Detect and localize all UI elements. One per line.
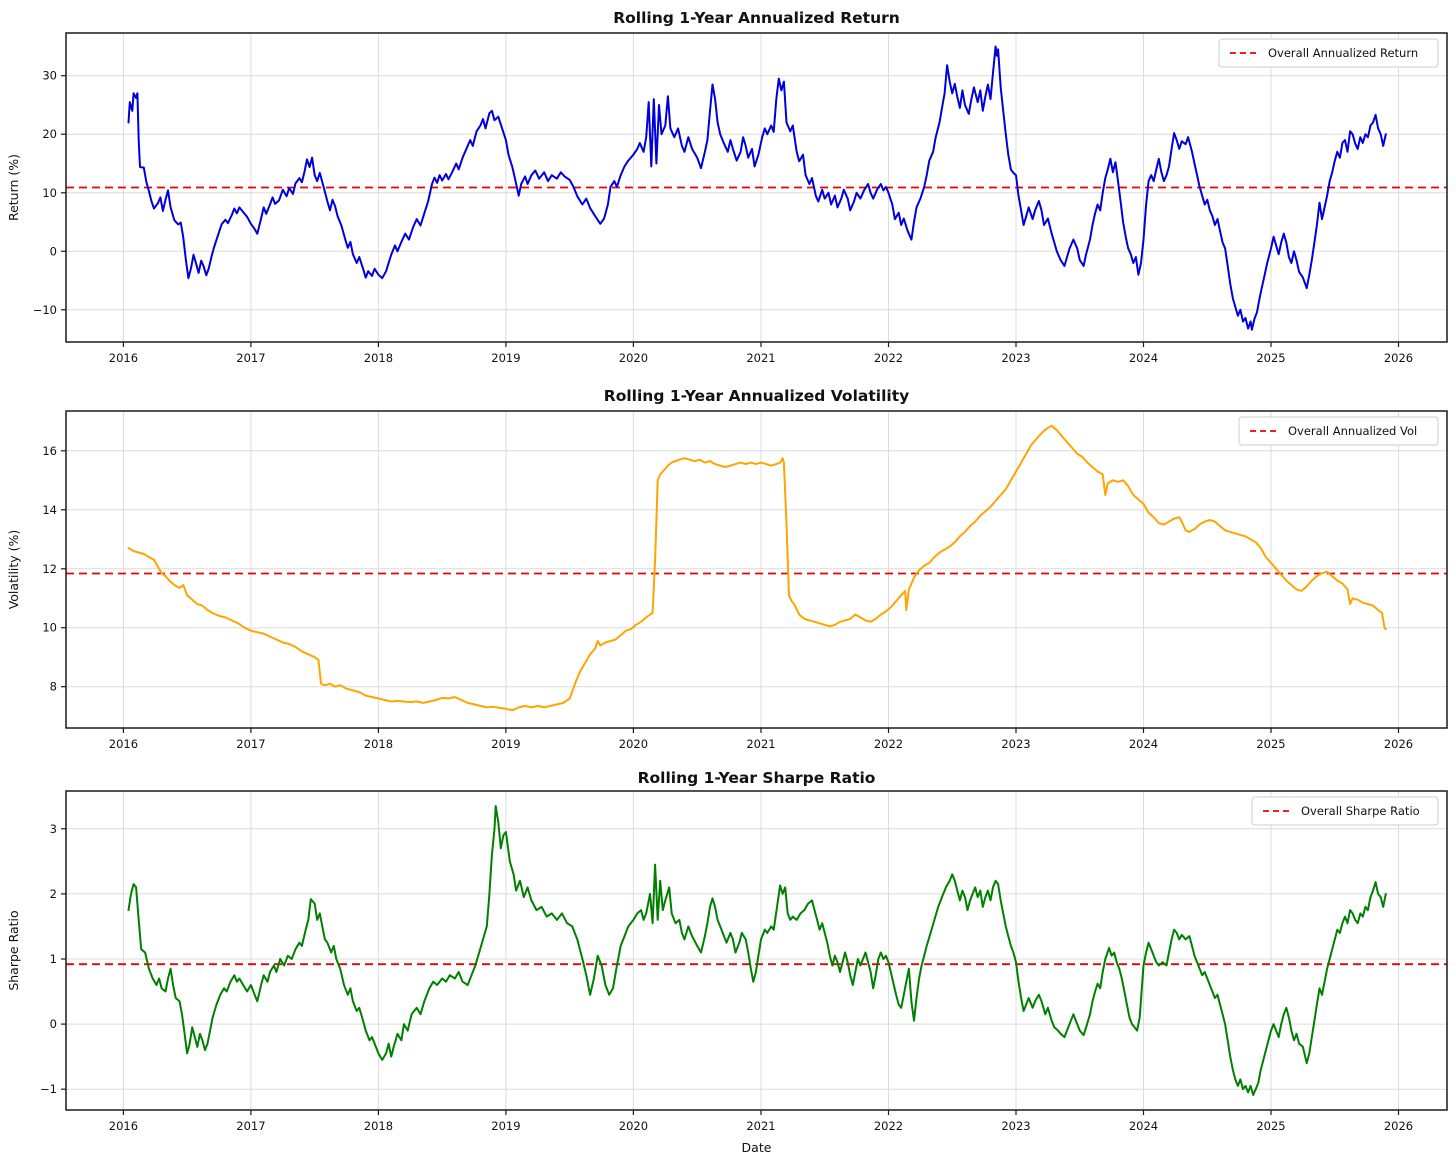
x-tick-label: 2016: [109, 737, 138, 751]
x-tick-label: 2021: [746, 351, 775, 365]
legend-box: [1251, 796, 1439, 826]
legend: Overall Annualized Vol: [1238, 416, 1439, 446]
x-tick-label: 2022: [874, 1119, 903, 1133]
x-tick-label: 2020: [619, 1119, 648, 1133]
y-tick-label: 3: [50, 822, 57, 836]
tick-marks: [61, 450, 1400, 733]
x-tick-label: 2018: [364, 351, 393, 365]
x-tick-label: 2021: [746, 1119, 775, 1133]
y-axis-label: Sharpe Ratio: [6, 910, 21, 990]
y-tick-label: −10: [33, 303, 57, 317]
x-tick-label: 2018: [364, 1119, 393, 1133]
legend-label: Overall Annualized Return: [1268, 46, 1418, 60]
y-tick-label: 8: [50, 680, 57, 694]
x-tick-label: 2022: [874, 351, 903, 365]
legend-box: [1238, 416, 1439, 446]
x-tick-label: 2025: [1256, 1119, 1285, 1133]
y-tick-label: 2: [50, 887, 57, 901]
volatility-chart: 2016 2017 2018 2019 2020 2021 2022 2023 2024 2025…: [6, 387, 1448, 751]
x-axis-label: Date: [742, 1140, 772, 1155]
grid-lines: [66, 33, 1447, 342]
return-chart: 2016 2017 2018 2019 2020 2021 2022 2023 2024 2025…: [6, 9, 1448, 365]
x-tick-label: 2026: [1384, 737, 1413, 751]
x-tick-label: 2020: [619, 737, 648, 751]
x-tick-label: 2026: [1384, 351, 1413, 365]
x-tick-label: 2024: [1129, 737, 1158, 751]
legend: Overall Sharpe Ratio: [1251, 796, 1439, 826]
chart-title: Rolling 1-Year Sharpe Ratio: [638, 769, 876, 787]
y-axis-label: Volatility (%): [6, 530, 21, 610]
x-tick-label: 2016: [109, 351, 138, 365]
x-tick-label: 2018: [364, 737, 393, 751]
x-tick-label: 2016: [109, 1119, 138, 1133]
chart-title: Rolling 1-Year Annualized Return: [613, 9, 900, 27]
y-tick-label: 0: [50, 1017, 57, 1031]
y-tick-label: 12: [42, 562, 57, 576]
legend: Overall Annualized Return: [1218, 38, 1439, 68]
y-tick-label: 1: [50, 952, 57, 966]
x-tick-label: 2019: [491, 351, 520, 365]
series-line: [127, 805, 1387, 1096]
x-tick-label: 2017: [236, 737, 265, 751]
y-tick-label: 10: [42, 621, 57, 635]
tick-marks: [61, 828, 1400, 1115]
x-tick-label: 2017: [236, 1119, 265, 1133]
x-tick-label: 2023: [1001, 351, 1030, 365]
x-tick-label: 2025: [1256, 351, 1285, 365]
plot-border: [65, 790, 1448, 1111]
plot-border: [65, 410, 1448, 729]
x-tick-label: 2017: [236, 351, 265, 365]
x-tick-label: 2025: [1256, 737, 1285, 751]
x-tick-label: 2020: [619, 351, 648, 365]
series-line: [127, 45, 1387, 331]
x-tick-label: 2026: [1384, 1119, 1413, 1133]
grid-lines: [66, 791, 1447, 1110]
plot-border: [65, 32, 1448, 343]
y-tick-label: −1: [40, 1082, 57, 1096]
tick-marks: [61, 75, 1400, 347]
x-tick-label: 2019: [491, 1119, 520, 1133]
series-line: [127, 424, 1387, 712]
y-tick-label: 14: [42, 503, 57, 517]
x-tick-label: 2024: [1129, 1119, 1158, 1133]
legend-label: Overall Sharpe Ratio: [1301, 804, 1420, 818]
x-tick-label: 2023: [1001, 1119, 1030, 1133]
y-tick-label: 0: [50, 244, 57, 258]
legend-box: [1218, 38, 1439, 68]
chart-title: Rolling 1-Year Annualized Volatility: [604, 387, 909, 405]
x-tick-label: 2023: [1001, 737, 1030, 751]
y-tick-label: 30: [42, 69, 57, 83]
x-tick-label: 2021: [746, 737, 775, 751]
x-tick-label: 2024: [1129, 351, 1158, 365]
y-tick-label: 20: [42, 127, 57, 141]
x-tick-label: 2019: [491, 737, 520, 751]
x-tick-label: 2022: [874, 737, 903, 751]
y-axis-label: Return (%): [6, 154, 21, 221]
y-tick-label: 10: [42, 186, 57, 200]
grid-lines: [66, 411, 1447, 728]
y-tick-label: 16: [42, 444, 57, 458]
sharpe-chart: 2016 2017 2018 2019 2020 2021 2022 2023 2024 2025…: [6, 769, 1448, 1155]
legend-label: Overall Annualized Vol: [1288, 424, 1417, 438]
